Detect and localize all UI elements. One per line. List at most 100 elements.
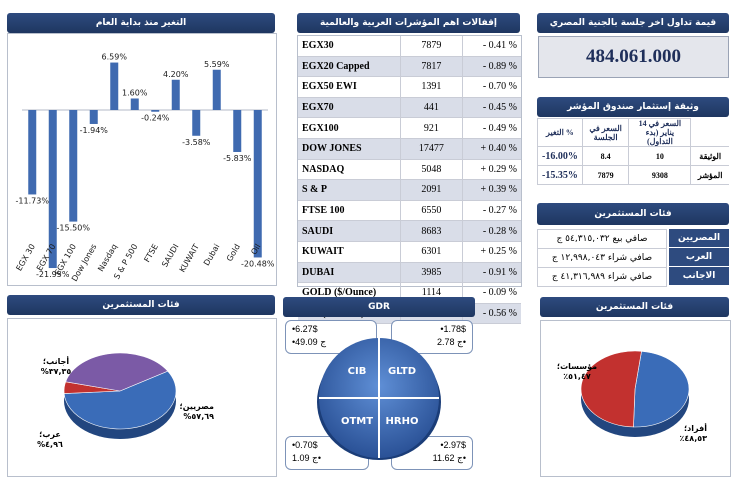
turnover-value: 484.061.000 xyxy=(586,46,681,67)
fund-box: التغير % السعر في الجلسة السعر في 14 ينا… xyxy=(537,118,729,185)
bar-value-label: -3.58% xyxy=(182,138,211,147)
index-name: FTSE 100 xyxy=(298,200,401,222)
gdr-hrho-usd: •2.97$ xyxy=(440,440,466,450)
index-row: EGX70 441- 0.45 % xyxy=(298,97,521,119)
gdr-otmt-label: OTMT xyxy=(341,416,373,427)
bar-dow-jones xyxy=(89,110,98,124)
index-row: DOW JONES 17477 + 0.40 % xyxy=(298,138,521,160)
pie-slice xyxy=(65,352,169,392)
index-name: EGX100 xyxy=(298,117,401,139)
fund-index-label: المؤشر xyxy=(690,165,729,185)
index-row: EGX20 Capped 7817- 0.89 % xyxy=(298,56,521,78)
index-value: 441 xyxy=(400,97,464,119)
gdr-circle: CIB GLTD OTMT HRHO xyxy=(317,338,441,460)
bar-value-label: -5.83% xyxy=(223,154,252,163)
indices-panel: EGX30 7879- 0.41 % EGX20 Capped 7817- 0.89 … xyxy=(297,35,522,325)
pie-slice-label: أفراد؛ xyxy=(684,423,707,433)
index-row: EGX30 7879- 0.41 % xyxy=(298,36,521,57)
fund-index-price14: 9308 xyxy=(628,165,692,185)
bar-dubai xyxy=(212,69,221,110)
index-row: EGX100 921- 0.49 % xyxy=(298,117,521,139)
index-change: - 0.28 % xyxy=(462,220,521,242)
bar-egx-30 xyxy=(28,110,37,195)
investor-foreigners-label: الاجانب xyxy=(669,267,729,285)
investors-box: صافي بيع ٥٤,٣١٥,٠٣٢ ج المصريين صافي شراء… xyxy=(537,229,729,287)
pie-right-panel: أفراد؛ ٪٤٨,٥٣ مؤسسات؛ ٪٥١,٤٧ xyxy=(540,320,731,477)
index-row: DUBAI 3985- 0.91 % xyxy=(298,262,521,284)
gdr-cib-usd: •6.27$ xyxy=(292,324,318,334)
gdr-cib-egp: •49.09 ج xyxy=(292,337,326,347)
gdr-header: GDR xyxy=(283,297,475,317)
index-value: 6301 xyxy=(400,241,464,263)
index-change: - 0.45 % xyxy=(462,97,521,119)
investor-egyptians-text: صافي بيع ٥٤,٣١٥,٠٣٢ ج xyxy=(537,229,667,249)
investor-row-egyptians: صافي بيع ٥٤,٣١٥,٠٣٢ ج المصريين xyxy=(537,229,729,249)
fund-col-change: التغير % xyxy=(537,118,583,147)
index-change: - 0.41 % xyxy=(462,36,521,57)
pie-slice-label: مصريين؛ xyxy=(180,402,215,411)
fund-table: التغير % السعر في الجلسة السعر في 14 ينا… xyxy=(537,118,729,185)
category-label: FTSE xyxy=(142,243,160,264)
index-name: EGX30 xyxy=(298,36,401,57)
index-change: + 0.39 % xyxy=(462,179,521,201)
index-change: - 0.70 % xyxy=(462,76,521,98)
pie-left-panel: مصريين؛ %٥٧,٦٩ عرب؛ %٤,٩٦ أجانب؛ %٣٧,٣٥ xyxy=(7,318,277,477)
category-label: Dubai xyxy=(202,243,222,268)
ytd-chart-panel: -11.73% EGX 30 -21.95% EGX 70 -15.50% EGX 100… xyxy=(7,33,277,286)
index-row: NASDAQ 5048 + 0.29 % xyxy=(298,159,521,181)
index-name: EGX50 EWI xyxy=(298,76,401,98)
index-value: 8683 xyxy=(400,220,464,242)
category-label: KUWAIT xyxy=(178,242,201,274)
bar-value-label: 1.60% xyxy=(122,88,148,97)
index-name: NASDAQ xyxy=(298,159,401,181)
index-value: 6550 xyxy=(400,200,464,222)
gdr-cib-label: CIB xyxy=(348,366,367,377)
index-name: SAUDI xyxy=(298,220,401,242)
fund-doc-change: -16.00% xyxy=(537,146,583,166)
pie-slice-value: ٪٥١,٤٧ xyxy=(563,372,591,381)
index-change: - 0.27 % xyxy=(462,200,521,222)
gdr-gltd-egp: ج 2.78• xyxy=(437,337,466,347)
pie-slice xyxy=(63,370,177,430)
investors-header: فئات المستثمرين xyxy=(537,203,729,225)
turnover-box: 484.061.000 xyxy=(538,36,729,78)
pie-slice-value: %٣٧,٣٥ xyxy=(41,367,72,376)
gdr-gltd-label: GLTD xyxy=(388,366,416,377)
index-name: S & P xyxy=(298,179,401,201)
fund-index-session: 7879 xyxy=(581,165,630,185)
index-name: EGX20 Capped xyxy=(298,56,401,78)
pie-slice xyxy=(580,350,642,428)
bar-s-p-500 xyxy=(130,98,139,110)
gdr-gltd-usd: •1.78$ xyxy=(440,324,466,334)
index-value: 1391 xyxy=(400,76,464,98)
gdr-panel: •6.27$ •49.09 ج •1.78$ ج 2.78• •0.70$ ج … xyxy=(283,318,475,478)
pie-slice-label: مؤسسات؛ xyxy=(557,362,597,371)
pie-slice-label: أجانب؛ xyxy=(43,356,69,366)
bar-value-label: -0.24% xyxy=(141,114,170,123)
index-change: - 0.91 % xyxy=(462,262,521,284)
fund-header: وثيقة إستثمار صندوق المؤشر xyxy=(537,97,729,117)
index-change: + 0.25 % xyxy=(462,241,521,263)
bar-value-label: 5.59% xyxy=(204,60,230,69)
fund-doc-price14: 10 xyxy=(628,146,692,166)
investor-row-foreigners: صافي شراء ٤١,٣١٦,٩٨٩ ج الاجانب xyxy=(537,267,729,287)
indices-header: إقفالات اهم المؤشرات العربية والعالمية xyxy=(297,13,520,33)
bar-value-label: 6.59% xyxy=(102,53,128,62)
pie-left-chart: مصريين؛%٥٧,٦٩ عرب؛%٤,٩٦ أجانب؛%٣٧,٣٥ xyxy=(37,352,215,449)
bar-value-label: -15.50% xyxy=(57,224,91,233)
ytd-chart-header: التغير منذ بداية العام xyxy=(7,13,275,33)
index-value: 7879 xyxy=(400,36,464,57)
bar-nasdaq xyxy=(110,62,119,110)
index-row: EGX50 EWI 1391- 0.70 % xyxy=(298,76,521,98)
category-label: EGX 30 xyxy=(14,243,37,273)
pie-slice-value: %٤,٩٦ xyxy=(37,440,63,449)
turnover-header: قيمة تداول اخر جلسة بالجنية المصري xyxy=(537,13,729,33)
index-row: FTSE 100 6550- 0.27 % xyxy=(298,200,521,222)
pie-slice-label: عرب؛ xyxy=(39,430,61,439)
index-value: 7817 xyxy=(400,56,464,78)
investor-egyptians-label: المصريين xyxy=(669,229,729,247)
pie-slice-value: ٪٤٨,٥٣ xyxy=(680,434,708,443)
investor-arabs-label: العرب xyxy=(669,248,729,266)
bar-value-label: -21.95% xyxy=(36,270,70,279)
index-value: 3985 xyxy=(400,262,464,284)
